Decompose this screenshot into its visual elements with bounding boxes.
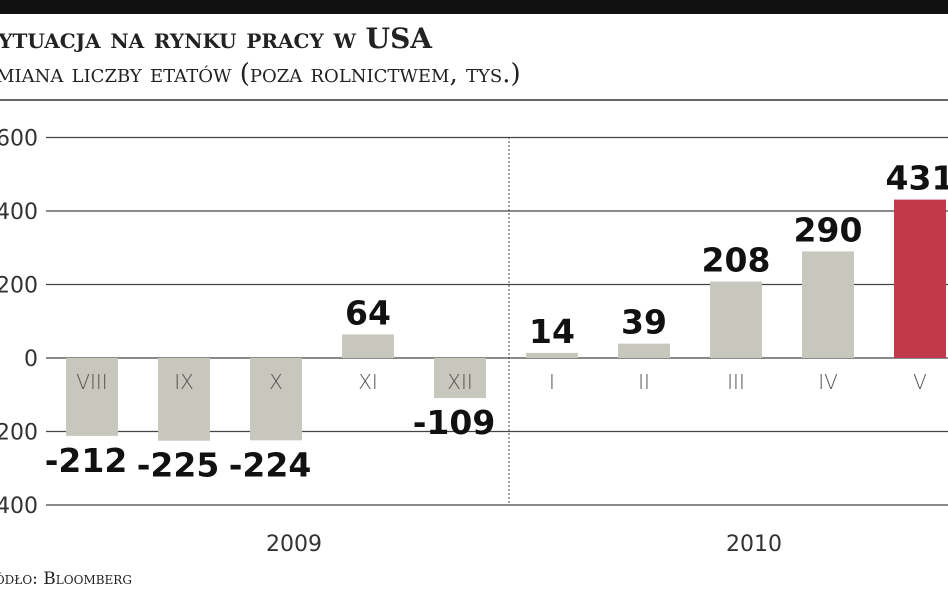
bar xyxy=(342,334,394,358)
value-label: 64 xyxy=(345,293,391,332)
value-label: 14 xyxy=(529,312,575,351)
value-label: -224 xyxy=(229,445,312,484)
y-tick-label: 400 xyxy=(0,200,38,225)
value-label: 290 xyxy=(794,210,863,249)
y-tick-label: 0 xyxy=(24,347,38,372)
bar xyxy=(66,358,118,436)
x-tick-label: IX xyxy=(174,370,194,394)
bar xyxy=(802,251,854,358)
bar xyxy=(710,281,762,358)
x-tick-label: II xyxy=(638,370,650,394)
y-tick-label: 200 xyxy=(0,274,38,299)
x-tick-label: XII xyxy=(447,370,473,394)
bar xyxy=(250,358,302,441)
x-tick-label: I xyxy=(549,370,555,394)
x-tick-label: XI xyxy=(358,370,378,394)
y-tick-label: -400 xyxy=(0,494,38,519)
value-label: 39 xyxy=(621,303,667,342)
bar xyxy=(526,352,578,358)
bar xyxy=(894,199,946,358)
value-label: -109 xyxy=(413,403,496,442)
value-label: 208 xyxy=(702,241,771,280)
x-tick-label: III xyxy=(727,370,745,394)
y-tick-label: 600 xyxy=(0,127,38,152)
chart-subtitle: Zmiana liczby etatów (poza rolnictwem, t… xyxy=(0,59,521,89)
group-label: 2009 xyxy=(266,532,322,557)
value-label: -225 xyxy=(137,446,220,485)
x-tick-label: IV xyxy=(818,370,838,394)
top-bar xyxy=(0,0,948,14)
bar xyxy=(434,358,486,399)
bar xyxy=(158,358,210,441)
bar xyxy=(618,343,670,358)
x-tick-label: VIII xyxy=(76,370,107,394)
value-label: -212 xyxy=(45,441,128,480)
value-label: 431 xyxy=(886,159,948,198)
source: Źródło: Bloomberg xyxy=(0,568,132,589)
y-tick-label: -200 xyxy=(0,421,38,446)
x-tick-label: X xyxy=(269,370,283,394)
group-label: 2010 xyxy=(726,532,782,557)
x-tick-label: V xyxy=(913,370,927,394)
chart-title: Sytuacja na rynku pracy w USA xyxy=(0,22,433,55)
